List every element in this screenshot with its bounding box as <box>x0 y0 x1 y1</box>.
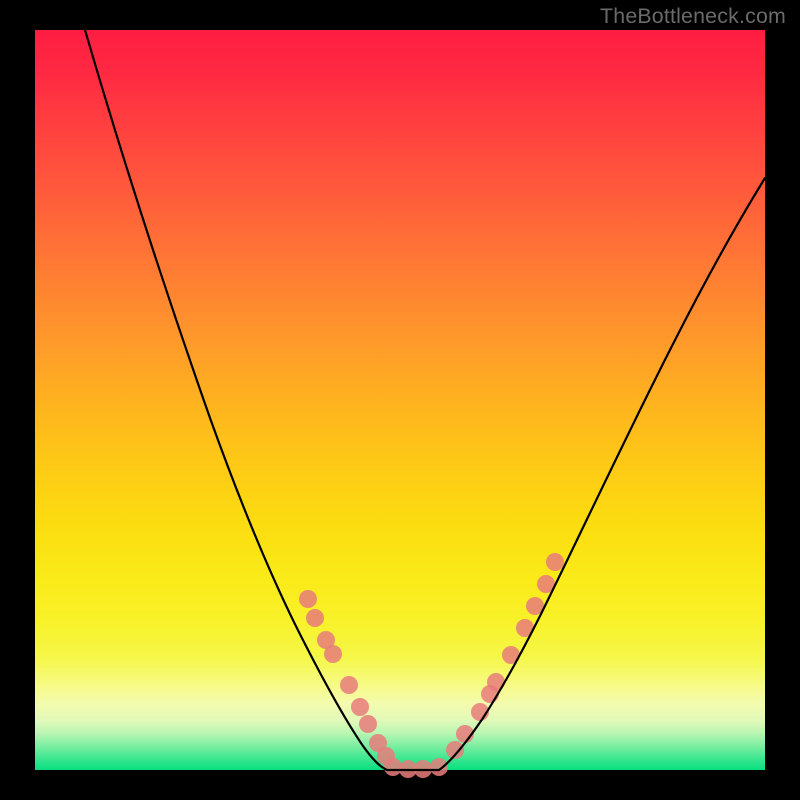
data-point <box>351 698 369 716</box>
data-point <box>340 676 358 694</box>
watermark-text: TheBottleneck.com <box>600 4 786 29</box>
data-point <box>324 645 342 663</box>
data-point <box>306 609 324 627</box>
data-point <box>299 590 317 608</box>
markers-group <box>299 553 564 778</box>
plot-area <box>35 30 765 770</box>
canvas: TheBottleneck.com <box>0 0 800 800</box>
data-point <box>546 553 564 571</box>
chart-svg <box>35 30 765 770</box>
curve-group <box>85 30 765 770</box>
data-point <box>430 758 448 776</box>
bottleneck-curve <box>85 30 765 770</box>
data-point <box>359 715 377 733</box>
